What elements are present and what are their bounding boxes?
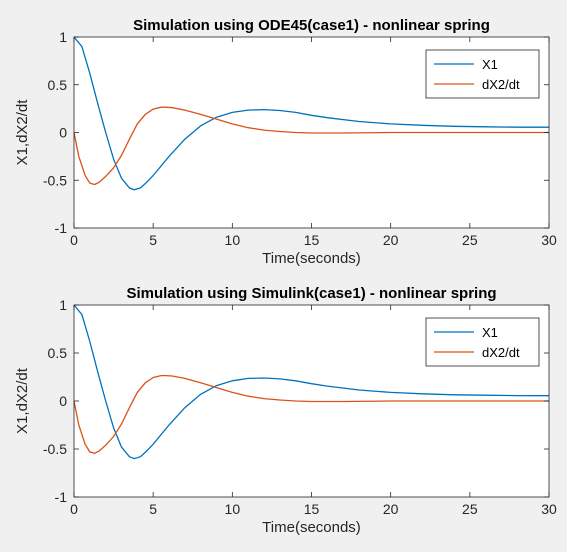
y-tick-label: -1 [55,220,68,236]
x-tick-label: 15 [304,232,320,248]
x-tick-label: 20 [383,501,399,517]
x-tick-label: 25 [462,501,478,517]
y-tick-label: 1 [59,29,67,45]
legend-label-2: dX2/dt [482,77,520,92]
y-tick-label: -1 [55,489,68,505]
legend-label-1: X1 [482,57,498,72]
chart-2: Simulation using Simulink(case1) - nonli… [14,285,557,536]
x-axis-label: Time(seconds) [262,519,361,536]
series-line-1 [73,36,549,191]
x-tick-label: 25 [462,232,478,248]
y-axis-label: X1,dX2/dt [14,367,31,434]
y-tick-label: 0.5 [48,345,68,361]
series-line-1 [73,304,550,460]
y-tick-label: 0 [59,125,67,141]
x-tick-label: 5 [149,501,157,517]
y-tick-label: 0.5 [48,77,68,93]
legend-box [425,49,540,99]
chart-1: Simulation using ODE45(case1) - nonlinea… [14,17,557,267]
series-line-2 [73,106,549,186]
y-tick-label: 1 [59,297,67,313]
chart-title: Simulation using ODE45(case1) - nonlinea… [133,17,490,34]
chart-title: Simulation using Simulink(case1) - nonli… [126,285,496,302]
x-tick-label: 0 [70,501,78,517]
x-tick-label: 10 [225,232,241,248]
y-tick-label: 0 [59,393,67,409]
x-tick-label: 30 [541,501,557,517]
legend: X1 dX2/dt [425,49,540,99]
legend-box [425,317,540,367]
y-tick-label: -0.5 [43,172,67,188]
series-line-2 [73,374,549,454]
x-axis-label: Time(seconds) [262,250,361,267]
x-tick-label: 5 [149,232,157,248]
x-tick-label: 15 [304,501,320,517]
x-tick-label: 30 [541,232,557,248]
y-axis-label: X1,dX2/dt [14,99,31,166]
y-tick-label: -0.5 [43,441,67,457]
legend: X1 dX2/dt [425,317,540,367]
x-tick-label: 10 [225,501,241,517]
legend-label-2: dX2/dt [482,345,520,360]
legend-label-1: X1 [482,325,498,340]
x-tick-label: 0 [70,232,78,248]
x-tick-label: 20 [383,232,399,248]
